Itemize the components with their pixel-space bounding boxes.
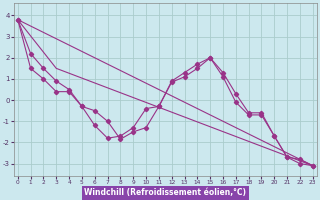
X-axis label: Windchill (Refroidissement éolien,°C): Windchill (Refroidissement éolien,°C): [84, 188, 246, 197]
